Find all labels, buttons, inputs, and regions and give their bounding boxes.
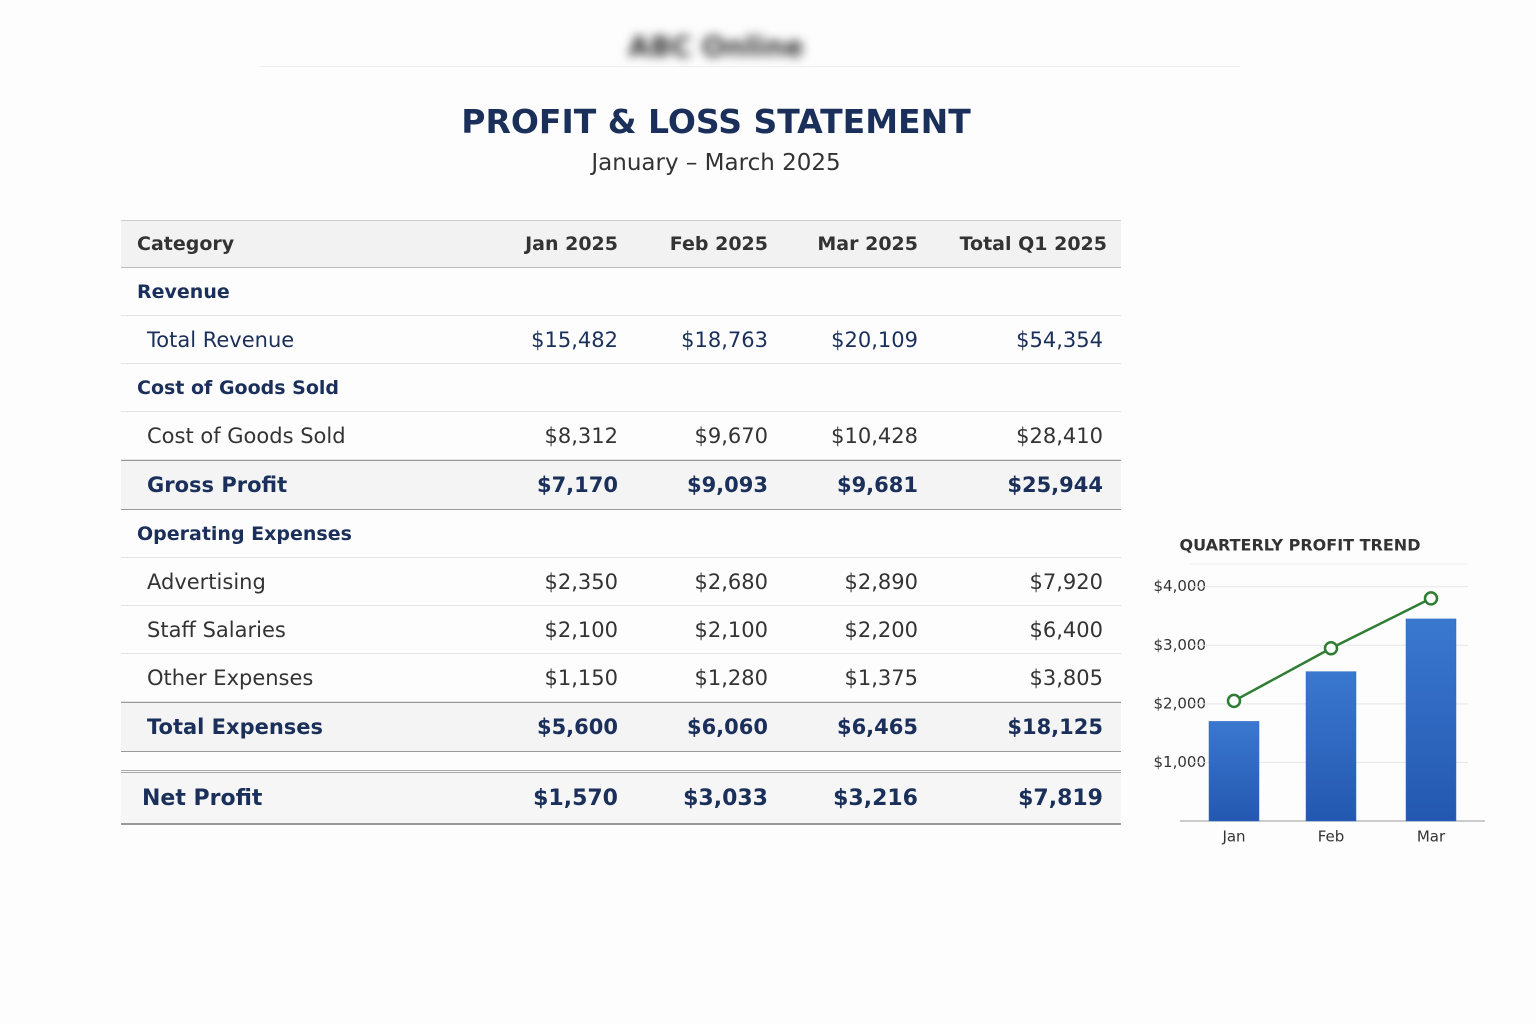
bar [1405,618,1457,822]
cell-value: $1,375 [844,665,918,690]
column-header: Total Q1 2025 [959,233,1107,255]
y-tick-label: $2,000 [1154,694,1207,712]
bar [1305,671,1357,822]
cell-value: $9,670 [694,423,768,448]
cell-value: $20,109 [831,327,918,352]
row-label: Net Profit [142,785,263,811]
cell-value: $6,060 [686,715,768,739]
y-tick-label: $1,000 [1154,753,1207,771]
cell-value: $1,280 [694,665,768,690]
cell-value: $2,100 [694,617,768,642]
x-tick-label: Feb [1318,828,1345,846]
cell-value: $2,350 [544,569,618,594]
cell-value: $3,805 [1029,665,1103,690]
cell-value: $3,033 [683,785,768,811]
row-label: Cost of Goods Sold [137,376,340,399]
trend-point [1323,640,1339,656]
cell-value: $9,093 [686,473,768,497]
y-tick-label: $4,000 [1154,577,1207,595]
row-label: Revenue [137,280,230,303]
cell-value: $7,819 [1018,785,1103,811]
table-row: Operating Expenses [121,510,1121,558]
column-header: Category [137,233,235,255]
table-row: Cost of Goods Sold [121,364,1121,412]
cell-value: $6,465 [836,715,918,739]
row-label: Advertising [147,569,266,594]
bar [1208,721,1260,822]
column-header: Jan 2025 [525,233,618,255]
cell-value: $7,920 [1029,569,1103,594]
cell-value: $7,170 [536,473,618,497]
row-label: Total Expenses [147,715,324,739]
trend-point [1226,693,1242,709]
title: PROFIT & LOSS STATEMENT [461,102,971,141]
cell-value: $2,100 [544,617,618,642]
table-row: Gross Profit $7,170 $9,093 $9,681 $25,944 [121,460,1121,510]
table-row: Net Profit $1,570 $3,033 $3,216 $7,819 [121,770,1121,825]
y-tick-label: $3,000 [1154,636,1207,654]
row-label: Gross Profit [147,473,288,497]
cell-value: $1,570 [533,785,618,811]
chart: QUARTERLY PROFIT TREND $1,000 $2,000 $3,00… [1154,536,1485,846]
cell-value: $2,890 [844,569,918,594]
row-label: Other Expenses [147,665,314,690]
header-row: Category Jan 2025 Feb 2025 Mar 2025 Total Q1… [121,220,1121,268]
cell-value: $54,354 [1016,327,1103,352]
cell-value: $25,944 [1007,473,1103,497]
column-header: Feb 2025 [669,233,768,255]
x-tick-label: Mar [1417,828,1446,846]
table-row: Staff Salaries $2,100 $2,100 $2,200 $6,400 [121,606,1121,654]
cell-value: $18,763 [681,327,768,352]
cell-value: $6,400 [1029,617,1103,642]
cell-value: $2,200 [844,617,918,642]
cell-value: $8,312 [544,423,618,448]
row-label: Cost of Goods Sold [147,423,346,448]
table-row: Revenue [121,268,1121,316]
cell-value: $1,150 [544,665,618,690]
cell-value: $9,681 [836,473,918,497]
cell-value: $5,600 [536,715,618,739]
cell-value: $10,428 [831,423,918,448]
divider [260,66,1240,67]
cell-value: $28,410 [1016,423,1103,448]
pl-table: Category Jan 2025 Feb 2025 Mar 2025 Total Q1… [121,220,1121,825]
trend-point [1423,591,1439,606]
cell-value: $18,125 [1007,715,1103,739]
table-row: Cost of Goods Sold $8,312 $9,670 $10,428 $28… [121,412,1121,460]
cell-value: $3,216 [833,785,918,811]
table-row: Advertising $2,350 $2,680 $2,890 $7,920 [121,558,1121,606]
subtitle: January – March 2025 [591,150,841,176]
column-header: Mar 2025 [817,233,918,255]
table-row: Total Expenses $5,600 $6,060 $6,465 $18,125 [121,702,1121,752]
x-tick-label: Jan [1221,828,1245,846]
table-row: Other Expenses $1,150 $1,280 $1,375 $3,805 [121,654,1121,702]
chart-title: QUARTERLY PROFIT TREND [1180,536,1421,555]
logo: ABC Online [628,30,804,63]
table-row: Total Revenue $15,482 $18,763 $20,109 $54,35… [121,316,1121,364]
cell-value: $15,482 [531,327,618,352]
cell-value: $2,680 [694,569,768,594]
row-label: Staff Salaries [147,617,286,642]
row-label: Total Revenue [147,327,295,352]
row-label: Operating Expenses [137,522,352,545]
